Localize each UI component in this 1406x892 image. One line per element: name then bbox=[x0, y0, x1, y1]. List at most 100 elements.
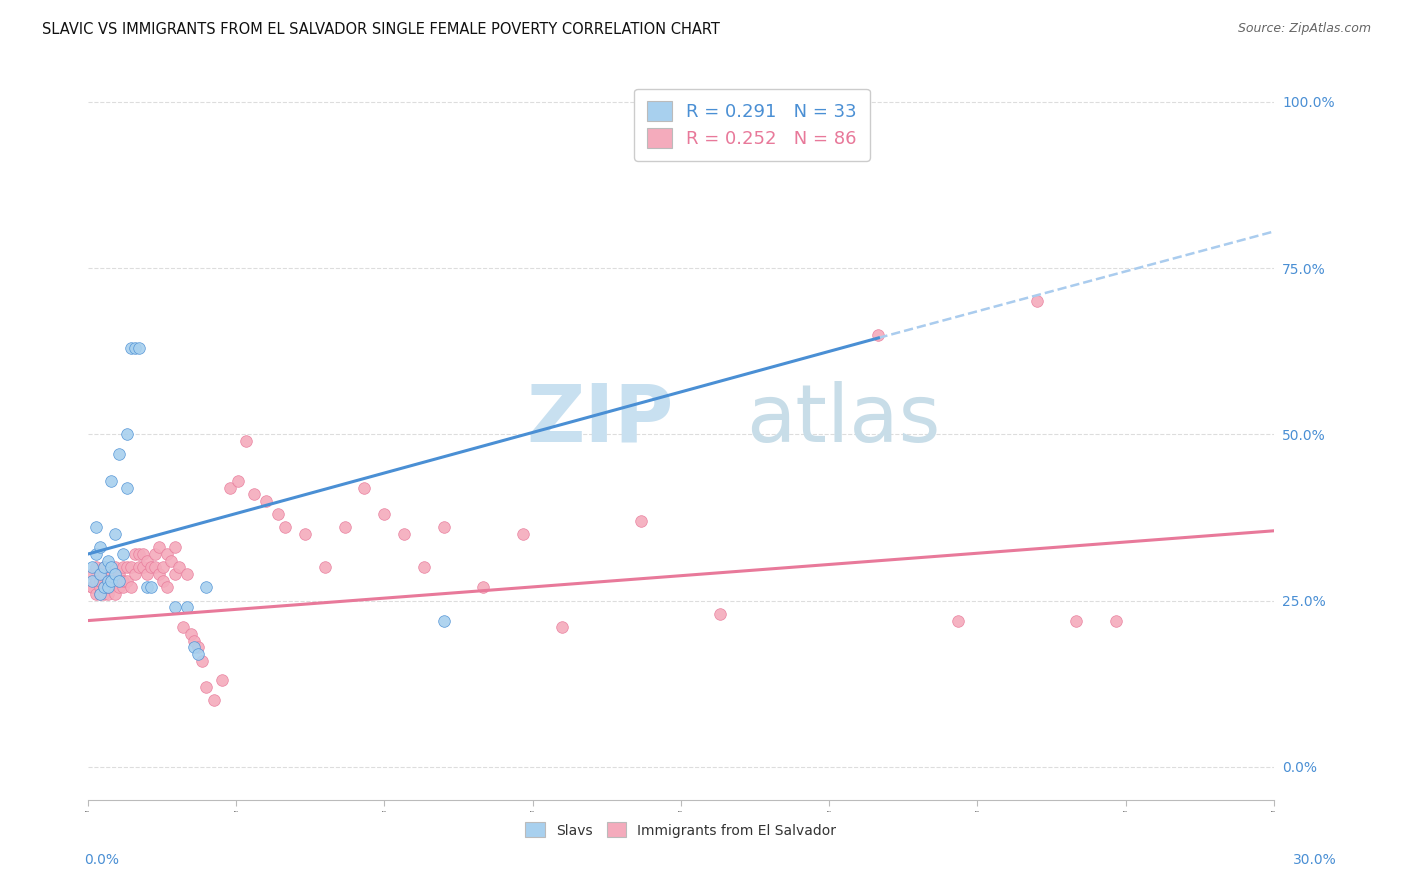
Point bbox=[472, 580, 495, 594]
Point bbox=[128, 547, 150, 561]
Point bbox=[432, 614, 454, 628]
Point bbox=[176, 600, 198, 615]
Point bbox=[89, 587, 111, 601]
Point bbox=[187, 647, 209, 661]
Point bbox=[89, 567, 111, 582]
Point bbox=[96, 574, 118, 588]
Point bbox=[93, 560, 115, 574]
Point bbox=[195, 580, 218, 594]
Point bbox=[412, 560, 434, 574]
Point bbox=[124, 547, 146, 561]
Point bbox=[163, 567, 186, 582]
Point bbox=[152, 574, 174, 588]
Point bbox=[195, 680, 218, 694]
Point bbox=[183, 640, 205, 655]
Point bbox=[202, 693, 225, 707]
Point bbox=[152, 560, 174, 574]
Point bbox=[132, 560, 155, 574]
Point bbox=[128, 341, 150, 355]
Point bbox=[143, 547, 166, 561]
Point bbox=[143, 560, 166, 574]
Point bbox=[551, 620, 574, 634]
Point bbox=[84, 574, 107, 588]
Text: 0.0%: 0.0% bbox=[84, 853, 118, 867]
Point bbox=[148, 541, 170, 555]
Point bbox=[89, 541, 111, 555]
Point bbox=[80, 580, 103, 594]
Point bbox=[124, 567, 146, 582]
Point bbox=[89, 574, 111, 588]
Point bbox=[191, 653, 214, 667]
Point bbox=[112, 560, 135, 574]
Point bbox=[93, 580, 115, 594]
Point bbox=[630, 514, 652, 528]
Point bbox=[254, 494, 277, 508]
Point bbox=[104, 567, 127, 582]
Text: 30.0%: 30.0% bbox=[1292, 853, 1337, 867]
Point bbox=[104, 574, 127, 588]
Point bbox=[314, 560, 336, 574]
Legend: Slavs, Immigrants from El Salvador: Slavs, Immigrants from El Salvador bbox=[519, 815, 844, 845]
Point bbox=[104, 527, 127, 541]
Point bbox=[274, 520, 297, 534]
Point bbox=[136, 554, 159, 568]
Point bbox=[80, 580, 103, 594]
Point bbox=[294, 527, 316, 541]
Point bbox=[392, 527, 415, 541]
Point bbox=[226, 474, 249, 488]
Point bbox=[96, 554, 118, 568]
Point bbox=[148, 567, 170, 582]
Point bbox=[108, 567, 131, 582]
Point bbox=[100, 580, 122, 594]
Point bbox=[93, 587, 115, 601]
Text: SLAVIC VS IMMIGRANTS FROM EL SALVADOR SINGLE FEMALE POVERTY CORRELATION CHART: SLAVIC VS IMMIGRANTS FROM EL SALVADOR SI… bbox=[42, 22, 720, 37]
Point bbox=[266, 507, 288, 521]
Point bbox=[80, 560, 103, 574]
Point bbox=[93, 567, 115, 582]
Point bbox=[93, 580, 115, 594]
Point bbox=[84, 520, 107, 534]
Point bbox=[89, 587, 111, 601]
Point bbox=[139, 580, 162, 594]
Point bbox=[1025, 294, 1047, 309]
Point bbox=[96, 580, 118, 594]
Point bbox=[100, 560, 122, 574]
Point bbox=[219, 481, 242, 495]
Point bbox=[89, 580, 111, 594]
Point bbox=[136, 580, 159, 594]
Point bbox=[373, 507, 395, 521]
Point bbox=[120, 560, 142, 574]
Point bbox=[159, 554, 181, 568]
Point bbox=[96, 587, 118, 601]
Point bbox=[117, 574, 139, 588]
Point bbox=[112, 547, 135, 561]
Point bbox=[100, 574, 122, 588]
Point bbox=[868, 327, 890, 342]
Point bbox=[512, 527, 534, 541]
Point bbox=[108, 580, 131, 594]
Point bbox=[96, 580, 118, 594]
Point bbox=[139, 560, 162, 574]
Point bbox=[124, 341, 146, 355]
Point bbox=[80, 567, 103, 582]
Point bbox=[120, 341, 142, 355]
Point bbox=[117, 560, 139, 574]
Point bbox=[432, 520, 454, 534]
Point bbox=[117, 427, 139, 442]
Point bbox=[104, 560, 127, 574]
Point bbox=[100, 474, 122, 488]
Point bbox=[946, 614, 969, 628]
Point bbox=[156, 547, 179, 561]
Point bbox=[167, 560, 190, 574]
Text: atlas: atlas bbox=[747, 381, 941, 458]
Point bbox=[117, 481, 139, 495]
Point bbox=[187, 640, 209, 655]
Point bbox=[84, 587, 107, 601]
Point bbox=[132, 547, 155, 561]
Point bbox=[93, 560, 115, 574]
Point bbox=[104, 587, 127, 601]
Point bbox=[1064, 614, 1087, 628]
Point bbox=[243, 487, 266, 501]
Point bbox=[333, 520, 356, 534]
Point bbox=[353, 481, 375, 495]
